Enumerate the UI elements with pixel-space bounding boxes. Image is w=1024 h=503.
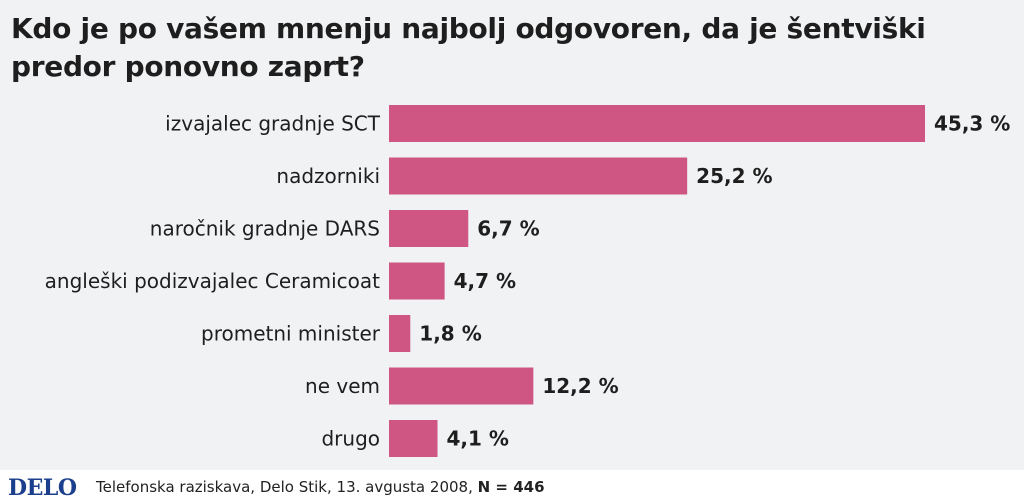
bar [389, 210, 469, 247]
sample-size: N = 446 [477, 478, 545, 496]
bar [389, 315, 411, 352]
chart-title: Kdo je po vašem mnenju najbolj odgovoren… [11, 12, 926, 83]
category-label: izvajalec gradnje SCT [165, 112, 381, 136]
value-label: 6,7 % [477, 217, 539, 241]
source-note: Telefonska raziskava, Delo Stik, 13. avg… [96, 478, 545, 496]
category-label: angleški podizvajalec Ceramicoat [45, 269, 380, 293]
bar [389, 262, 445, 300]
bar [389, 420, 438, 457]
chart-panel: Kdo je po vašem mnenju najbolj odgovoren… [0, 0, 1024, 470]
value-label: 12,2 % [542, 374, 618, 398]
value-label: 1,8 % [419, 322, 481, 346]
category-label: prometni minister [201, 322, 381, 346]
bar [389, 105, 925, 142]
value-label: 25,2 % [696, 164, 772, 188]
bar [389, 157, 688, 195]
value-label: 45,3 % [934, 112, 1010, 136]
source-text: Telefonska raziskava, Delo Stik, 13. avg… [96, 478, 473, 496]
category-label: nadzorniki [276, 164, 380, 188]
category-label: drugo [321, 427, 380, 451]
bar [389, 367, 534, 405]
delo-logo: DELO [8, 475, 77, 501]
category-label: ne vem [305, 374, 380, 398]
value-label: 4,1 % [447, 427, 509, 451]
category-label: naročnik gradnje DARS [150, 217, 380, 241]
footer: DELO Telefonska raziskava, Delo Stik, 13… [0, 470, 1024, 503]
bar-chart: izvajalec gradnje SCT 45,3 % nadzorniki 25,… [45, 105, 1010, 457]
value-label: 4,7 % [454, 269, 516, 293]
